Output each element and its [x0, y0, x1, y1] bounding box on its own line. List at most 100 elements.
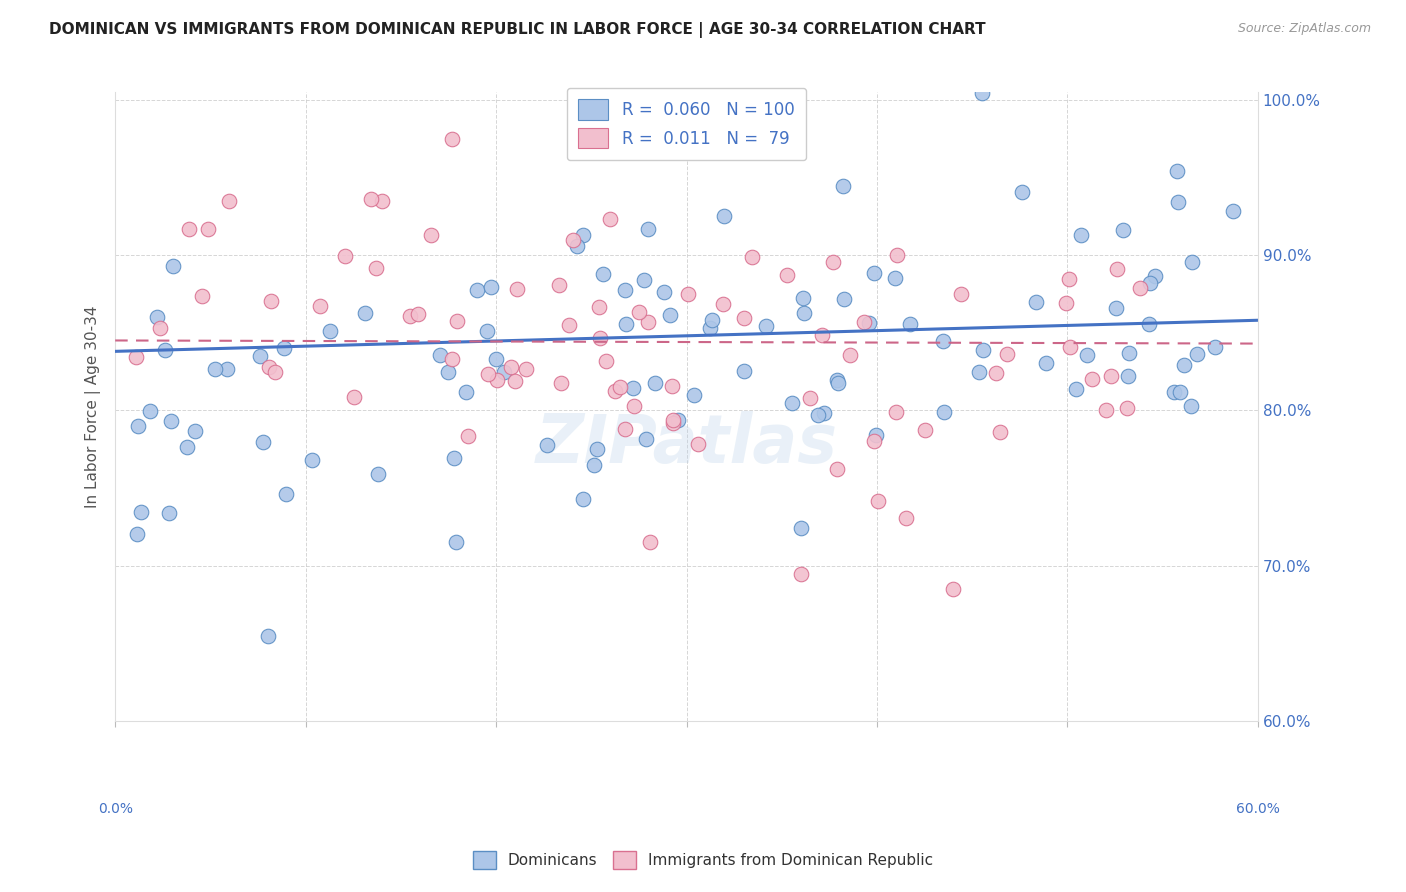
Point — [1105, 262, 1128, 277]
Point — [1076, 348, 1098, 362]
Point — [153, 343, 176, 357]
Point — [1167, 194, 1189, 209]
Point — [621, 381, 644, 395]
Point — [367, 467, 389, 482]
Point — [1057, 272, 1080, 286]
Point — [634, 432, 657, 446]
Point — [1222, 204, 1244, 219]
Point — [811, 328, 834, 343]
Point — [605, 384, 627, 398]
Point — [561, 233, 583, 247]
Legend: Dominicans, Immigrants from Dominican Republic: Dominicans, Immigrants from Dominican Re… — [467, 845, 939, 875]
Point — [972, 343, 994, 357]
Point — [616, 317, 638, 331]
Point — [1081, 372, 1104, 386]
Point — [592, 267, 614, 281]
Point — [1144, 269, 1167, 284]
Point — [256, 629, 278, 643]
Point — [218, 194, 240, 208]
Point — [1181, 254, 1204, 268]
Point — [914, 423, 936, 437]
Point — [129, 505, 152, 519]
Point — [863, 434, 886, 449]
Point — [583, 458, 606, 473]
Text: 60.0%: 60.0% — [1236, 802, 1279, 816]
Point — [249, 349, 271, 363]
Point — [858, 316, 880, 330]
Point — [127, 418, 149, 433]
Point — [865, 428, 887, 442]
Point — [565, 239, 588, 253]
Point — [676, 286, 699, 301]
Point — [503, 374, 526, 388]
Point — [536, 438, 558, 452]
Point — [637, 315, 659, 329]
Point — [894, 511, 917, 525]
Point — [308, 299, 330, 313]
Point — [515, 362, 537, 376]
Point — [1166, 163, 1188, 178]
Point — [492, 365, 515, 379]
Point — [273, 341, 295, 355]
Point — [886, 405, 908, 419]
Point — [1173, 358, 1195, 372]
Point — [1204, 340, 1226, 354]
Point — [160, 413, 183, 427]
Point — [713, 209, 735, 223]
Point — [465, 283, 488, 297]
Point — [668, 413, 690, 427]
Point — [499, 360, 522, 375]
Point — [1064, 382, 1087, 396]
Point — [868, 494, 890, 508]
Point — [821, 255, 844, 269]
Point — [1025, 295, 1047, 310]
Point — [444, 534, 467, 549]
Point — [252, 434, 274, 449]
Point — [898, 317, 921, 331]
Point — [588, 300, 610, 314]
Text: 0.0%: 0.0% — [97, 802, 132, 816]
Point — [446, 314, 468, 328]
Point — [932, 334, 955, 349]
Point — [886, 248, 908, 262]
Point — [429, 348, 451, 362]
Y-axis label: In Labor Force | Age 30-34: In Labor Force | Age 30-34 — [86, 305, 101, 508]
Point — [1118, 346, 1140, 360]
Point — [638, 534, 661, 549]
Point — [571, 492, 593, 507]
Point — [863, 266, 886, 280]
Point — [406, 306, 429, 320]
Point — [827, 376, 849, 391]
Point — [157, 506, 180, 520]
Point — [550, 376, 572, 391]
Point — [1118, 369, 1140, 384]
Point — [1104, 301, 1126, 315]
Point — [799, 391, 821, 405]
Point — [485, 352, 508, 367]
Point — [789, 521, 811, 535]
Point — [825, 373, 848, 387]
Point — [741, 250, 763, 264]
Point — [477, 368, 499, 382]
Point — [360, 192, 382, 206]
Point — [589, 331, 612, 345]
Point — [191, 289, 214, 303]
Point — [440, 132, 463, 146]
Point — [595, 353, 617, 368]
Point — [970, 87, 993, 101]
Point — [125, 527, 148, 541]
Point — [1011, 185, 1033, 199]
Point — [733, 364, 755, 378]
Point — [197, 221, 219, 235]
Point — [486, 373, 509, 387]
Point — [343, 390, 366, 404]
Point — [1070, 227, 1092, 242]
Point — [1187, 346, 1209, 360]
Point — [454, 384, 477, 399]
Point — [548, 277, 571, 292]
Point — [1095, 402, 1118, 417]
Point — [813, 406, 835, 420]
Point — [319, 324, 342, 338]
Point — [257, 359, 280, 374]
Point — [688, 437, 710, 451]
